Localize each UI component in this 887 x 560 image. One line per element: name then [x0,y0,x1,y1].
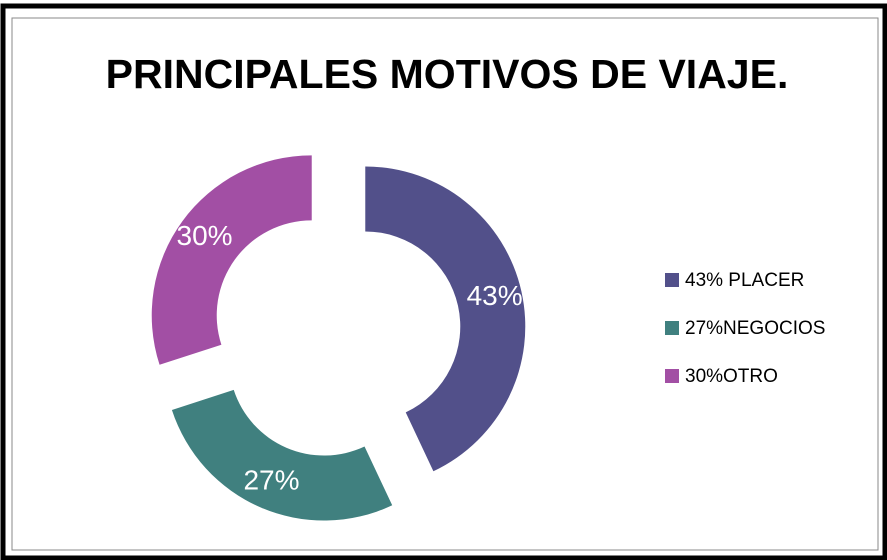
legend-swatch [665,321,679,335]
data-label: 27% [243,465,299,496]
legend-swatch [665,273,679,287]
donut-slice [151,155,312,365]
legend-swatch [665,369,679,383]
legend-label: 43% PLACER [685,270,804,291]
chart-title: PRINCIPALES MOTIVOS DE VIAJE. [106,51,789,97]
legend-label: 27%NEGOCIOS [685,318,825,339]
donut-slice [171,389,393,521]
legend-label: 30%OTRO [685,366,778,387]
data-label: 43% [467,280,523,311]
donut-slice [365,166,526,472]
data-label: 30% [177,220,233,251]
